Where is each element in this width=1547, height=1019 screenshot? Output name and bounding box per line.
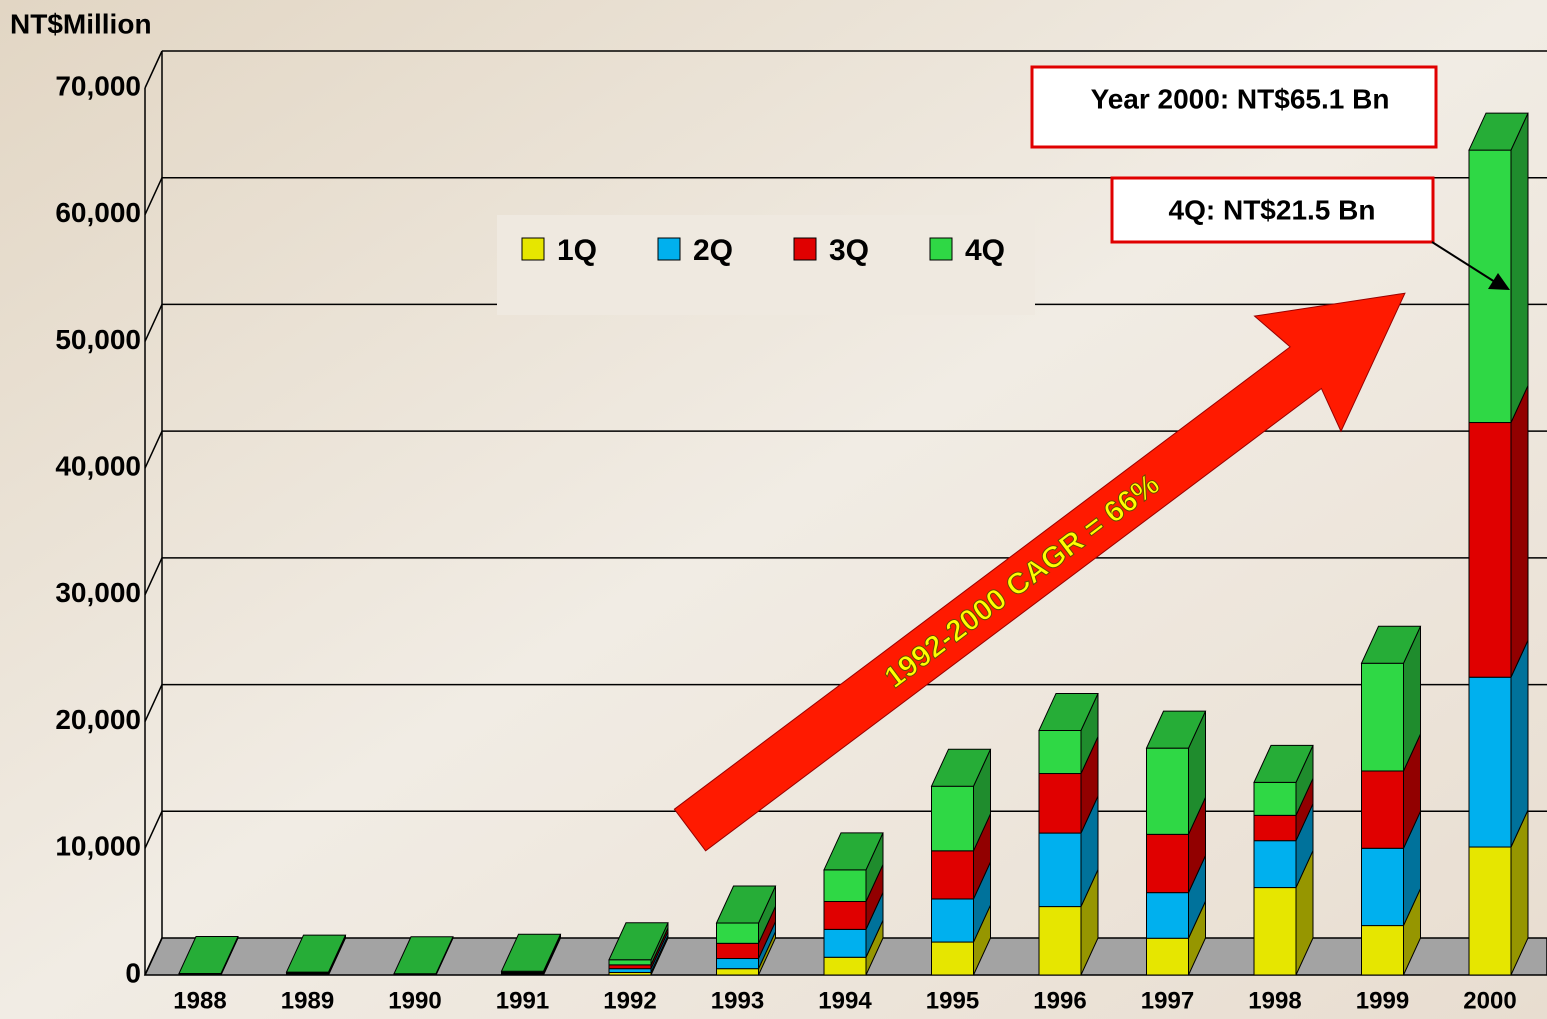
- x-tick-label: 1992: [603, 987, 656, 1014]
- bar-segment: [1146, 833, 1189, 894]
- tick-mark: [144, 304, 163, 342]
- x-tick-label: 1999: [1356, 987, 1409, 1014]
- y-axis-label: NT$Million: [10, 8, 152, 39]
- legend-swatch: [657, 237, 681, 261]
- tick-mark: [144, 177, 163, 216]
- bar-top: [823, 832, 884, 871]
- x-tick-label: 1993: [711, 987, 764, 1014]
- bar-top: [1038, 692, 1099, 731]
- bar-top: [285, 934, 347, 973]
- bar-top: [715, 885, 777, 924]
- callout-text: 4Q: NT$21.5 Bn: [1169, 194, 1376, 225]
- bar-segment: [823, 901, 867, 930]
- callout-arrowhead: [1488, 273, 1510, 290]
- bar-segment: [1361, 847, 1404, 927]
- callout-box: [1030, 65, 1438, 149]
- bar-top: [393, 936, 454, 975]
- y-tick-label: 0: [125, 957, 141, 988]
- bar-segment: [1468, 846, 1512, 976]
- bar-side: [1510, 112, 1529, 423]
- bar-segment: [1038, 906, 1082, 976]
- bar-segment: [1361, 925, 1404, 976]
- bar-segment: [608, 959, 652, 966]
- legend-label: 3Q: [829, 234, 869, 267]
- bar-segment: [1146, 937, 1189, 976]
- bar-segment: [1253, 781, 1297, 816]
- bar-segment: [931, 850, 974, 900]
- legend-swatch: [521, 237, 545, 261]
- bar-segment: [716, 958, 759, 970]
- x-tick-label: 1996: [1033, 987, 1086, 1014]
- bar-segment: [1253, 814, 1297, 842]
- bar-segment: [1038, 773, 1082, 834]
- bar-segment: [931, 898, 974, 943]
- legend: 1Q 2Q 3Q 4Q: [497, 215, 1035, 315]
- tick-mark: [144, 937, 163, 976]
- bar-segment: [1361, 770, 1404, 849]
- x-tick-label: 1989: [281, 987, 334, 1014]
- bar-top: [1360, 625, 1422, 664]
- bar-segment: [1253, 840, 1297, 889]
- bar-segment: [931, 785, 974, 852]
- bar-segment: [608, 968, 652, 973]
- bar-segment: [931, 941, 974, 976]
- y-tick-label: 20,000: [55, 704, 141, 735]
- x-tick-label: 1994: [818, 987, 872, 1014]
- bar-segment: [716, 942, 759, 960]
- bar-top: [930, 748, 992, 787]
- bar-top: [1145, 710, 1207, 749]
- x-tick-label: 1991: [496, 987, 549, 1014]
- tick-mark: [144, 557, 163, 596]
- bar-segment: [608, 964, 652, 970]
- bar-segment: [1146, 747, 1189, 835]
- bar-segment: [1038, 832, 1082, 908]
- bar-top: [178, 935, 239, 974]
- legend-label: 2Q: [693, 234, 733, 267]
- bar-top: [608, 922, 669, 961]
- y-tick-label: 50,000: [55, 324, 141, 355]
- tick-mark: [144, 684, 163, 722]
- callout-pointer: [1431, 241, 1496, 283]
- bar-top: [1468, 112, 1529, 151]
- bar-top: [1253, 744, 1314, 783]
- legend-label: 4Q: [965, 234, 1005, 267]
- arrow-shape: [673, 292, 1406, 852]
- x-tick-label: 1990: [388, 987, 441, 1014]
- bar-segment: [823, 956, 867, 976]
- legend-box: [497, 215, 1035, 315]
- y-tick-label: 10,000: [55, 831, 141, 862]
- callout-box: [1110, 176, 1435, 244]
- bar-side: [1510, 385, 1529, 678]
- bar-segment: [823, 928, 867, 958]
- bar-segment: [1038, 729, 1082, 775]
- y-tick-label: 70,000: [55, 70, 141, 101]
- bar-segment: [716, 968, 759, 976]
- x-tick-label: 1997: [1141, 987, 1194, 1014]
- tick-mark: [144, 810, 163, 849]
- x-tick-label: 1995: [926, 987, 979, 1014]
- y-tick-label: 60,000: [55, 197, 141, 228]
- bar-segment: [1468, 676, 1512, 848]
- bar-segment: [1468, 422, 1512, 678]
- callout-text: Year 2000: NT$65.1 Bn: [1091, 83, 1390, 114]
- x-tick-label: 2000: [1463, 987, 1516, 1014]
- legend-label: 1Q: [557, 234, 597, 267]
- legend-swatch: [793, 237, 817, 261]
- bar-segment: [1253, 887, 1297, 976]
- x-tick-label: 1998: [1248, 987, 1301, 1014]
- legend-swatch: [929, 237, 953, 261]
- y-tick-label: 30,000: [55, 577, 141, 608]
- bar-segment: [716, 922, 759, 944]
- bar-segment: [1146, 892, 1189, 939]
- bar-segment: [823, 869, 867, 903]
- y-tick-label: 40,000: [55, 451, 141, 482]
- bar-segment: [1361, 662, 1404, 772]
- tick-mark: [144, 50, 163, 89]
- x-tick-label: 1988: [173, 987, 226, 1014]
- tick-mark: [144, 430, 163, 469]
- bar-top: [500, 933, 562, 972]
